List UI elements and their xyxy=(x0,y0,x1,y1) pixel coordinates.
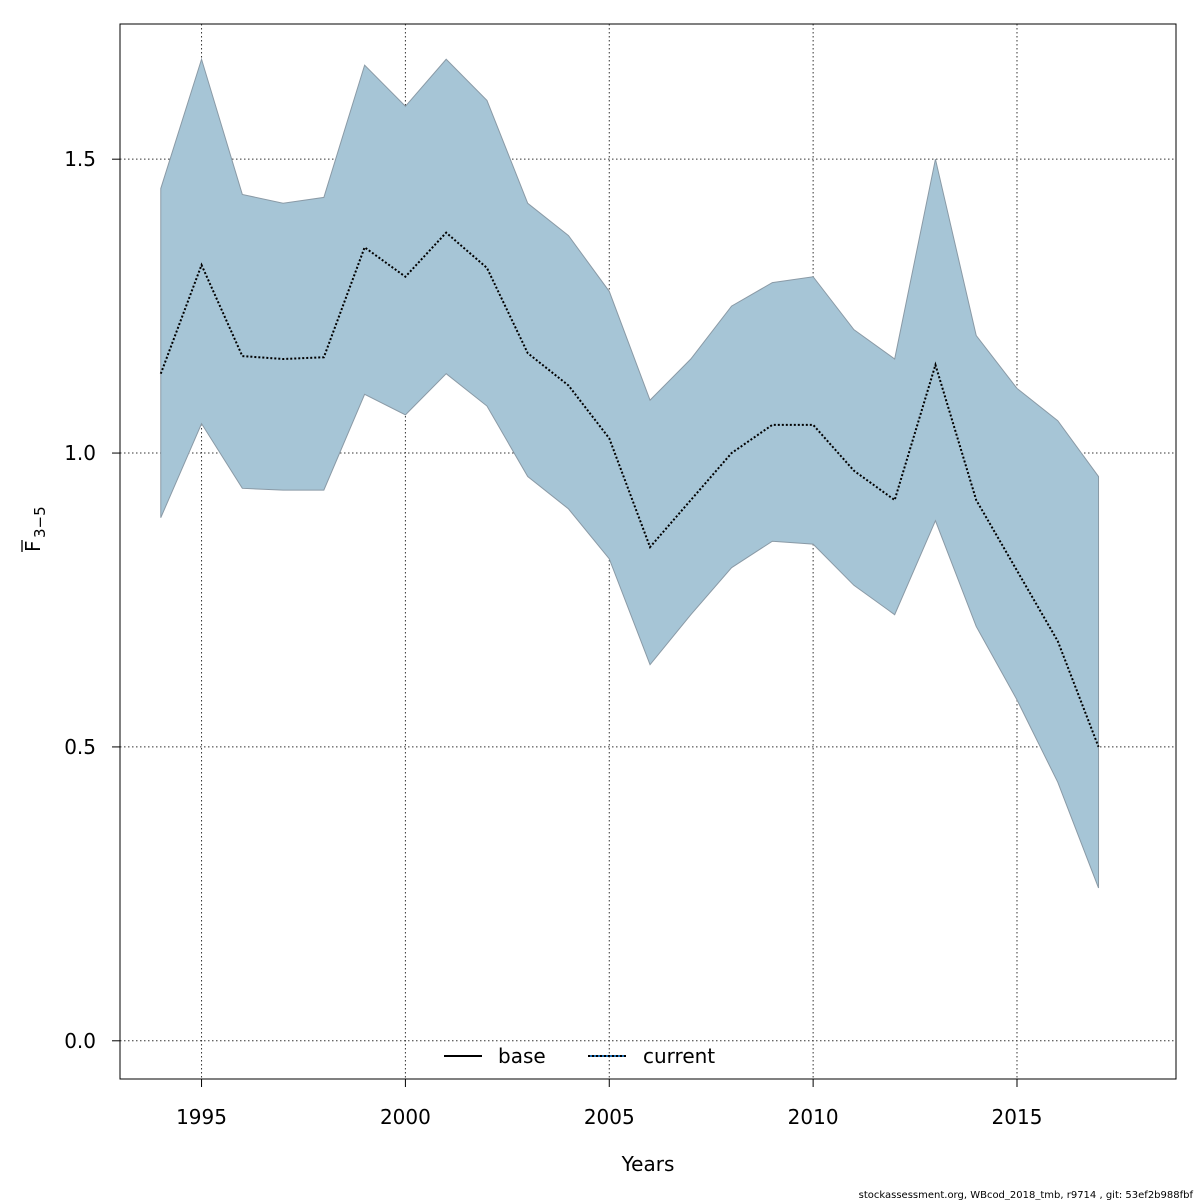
x-tick-label-2010: 2010 xyxy=(788,1105,839,1129)
legend-label-current: current xyxy=(643,1044,715,1068)
x-axis: 1995 2000 2005 2010 2015 xyxy=(176,1079,1042,1129)
x-axis-title: Years xyxy=(621,1152,675,1176)
legend: base current xyxy=(444,1044,715,1068)
confidence-band xyxy=(160,57,1100,889)
x-tick-label-2000: 2000 xyxy=(380,1105,431,1129)
y-tick-label-1: 0.5 xyxy=(64,735,96,759)
x-tick-label-2015: 2015 xyxy=(992,1105,1043,1129)
x-tick-label-2005: 2005 xyxy=(584,1105,635,1129)
y-tick-label-0: 0.0 xyxy=(64,1029,96,1053)
legend-label-base: base xyxy=(498,1044,546,1068)
y-axis-title-main: F xyxy=(21,540,45,552)
y-axis-title: F 3−5 xyxy=(21,506,49,552)
footer-note: stockassessment.org, WBcod_2018_tmb, r97… xyxy=(859,1190,1194,1200)
y-tick-label-2: 1.0 xyxy=(64,441,96,465)
y-axis-title-sub: 3−5 xyxy=(31,506,49,538)
y-axis: 0.0 0.5 1.0 1.5 xyxy=(64,147,120,1053)
y-tick-label-3: 1.5 xyxy=(64,147,96,171)
plot-frame xyxy=(119,23,1177,1080)
x-tick-label-1995: 1995 xyxy=(176,1105,227,1129)
